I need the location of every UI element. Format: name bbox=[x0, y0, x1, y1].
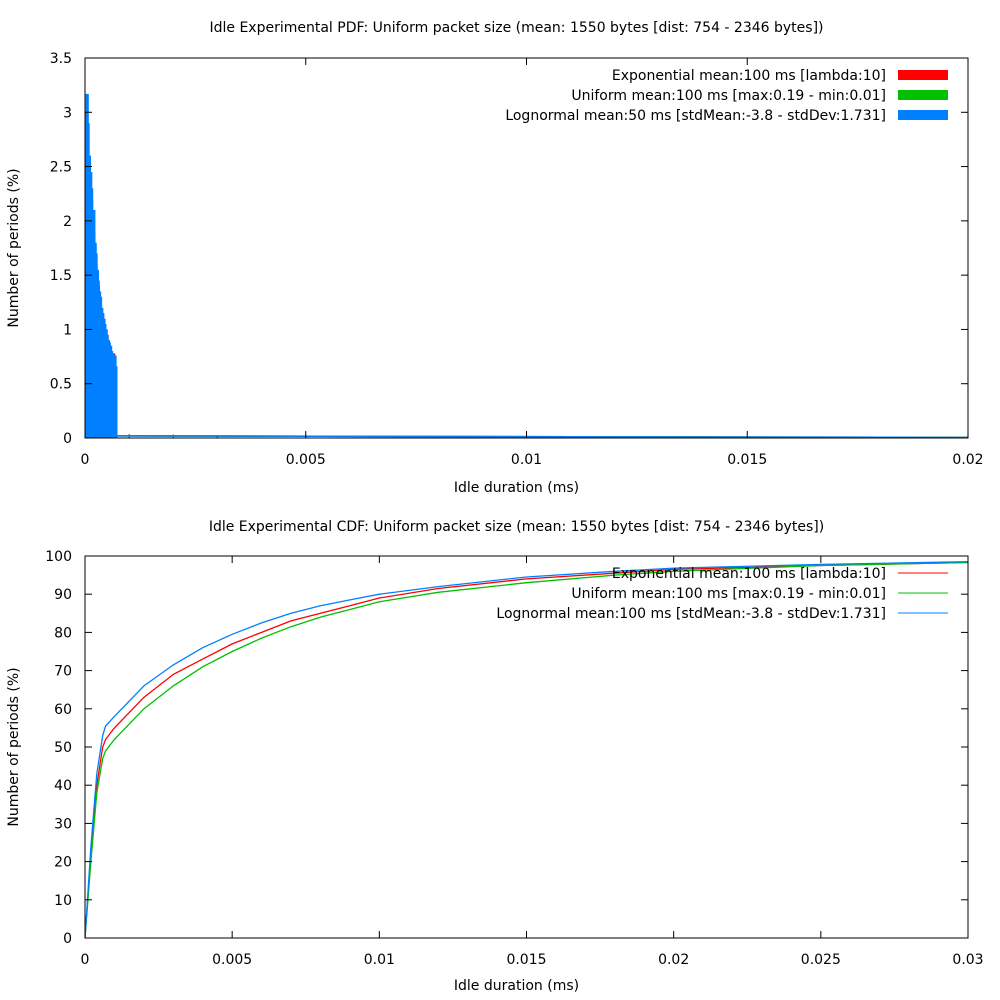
y-tick-label: 0 bbox=[63, 431, 72, 447]
pdf-tail bbox=[115, 435, 968, 438]
y-tick-label: 60 bbox=[54, 702, 72, 718]
y-tick-label: 2 bbox=[63, 214, 72, 230]
x-tick-label: 0.005 bbox=[286, 452, 326, 468]
legend-entry: Lognormal mean:100 ms [stdMean:-3.8 - st… bbox=[496, 606, 886, 622]
legend-swatch bbox=[898, 90, 948, 100]
x-tick-label: 0.03 bbox=[952, 952, 983, 968]
legend-entry: Exponential mean:100 ms [lambda:10] bbox=[612, 68, 886, 84]
y-tick-label: 30 bbox=[54, 816, 72, 832]
x-axis-label: Idle duration (ms) bbox=[454, 480, 579, 496]
x-axis-label: Idle duration (ms) bbox=[454, 978, 579, 994]
legend-entry: Lognormal mean:50 ms [stdMean:-3.8 - std… bbox=[505, 108, 886, 124]
x-tick-label: 0 bbox=[81, 952, 90, 968]
y-tick-label: 50 bbox=[54, 740, 72, 756]
chart-title: Idle Experimental PDF: Uniform packet si… bbox=[209, 20, 823, 36]
y-tick-label: 70 bbox=[54, 664, 72, 680]
x-tick-label: 0.02 bbox=[952, 452, 983, 468]
x-tick-label: 0.025 bbox=[801, 952, 841, 968]
y-tick-label: 3 bbox=[63, 105, 72, 121]
chart-1: Idle Experimental PDF: Uniform packet si… bbox=[6, 20, 984, 496]
y-tick-label: 20 bbox=[54, 855, 72, 871]
legend-entry: Exponential mean:100 ms [lambda:10] bbox=[612, 566, 886, 582]
x-tick-label: 0.01 bbox=[511, 452, 542, 468]
y-tick-label: 90 bbox=[54, 587, 72, 603]
x-tick-label: 0.015 bbox=[727, 452, 767, 468]
chart-2: Idle Experimental CDF: Uniform packet si… bbox=[6, 519, 984, 994]
y-tick-label: 0.5 bbox=[50, 377, 72, 393]
x-tick-label: 0.015 bbox=[506, 952, 546, 968]
x-tick-label: 0.005 bbox=[212, 952, 252, 968]
y-tick-label: 100 bbox=[45, 549, 72, 565]
x-tick-label: 0.01 bbox=[364, 952, 395, 968]
x-tick-label: 0 bbox=[81, 452, 90, 468]
y-tick-label: 1.5 bbox=[50, 268, 72, 284]
plot-area bbox=[85, 93, 968, 438]
y-axis-label: Number of periods (%) bbox=[6, 168, 22, 327]
legend-entry: Uniform mean:100 ms [max:0.19 - min:0.01… bbox=[571, 586, 886, 602]
y-tick-label: 3.5 bbox=[50, 51, 72, 67]
y-tick-label: 10 bbox=[54, 893, 72, 909]
y-tick-label: 40 bbox=[54, 778, 72, 794]
y-tick-label: 80 bbox=[54, 625, 72, 641]
chart-title: Idle Experimental CDF: Uniform packet si… bbox=[209, 519, 824, 535]
cdf-series-line bbox=[85, 561, 968, 938]
x-tick-label: 0.02 bbox=[658, 952, 689, 968]
legend-swatch bbox=[898, 70, 948, 80]
legend-swatch bbox=[898, 110, 948, 120]
plot-area bbox=[85, 561, 968, 938]
legend-entry: Uniform mean:100 ms [max:0.19 - min:0.01… bbox=[571, 88, 886, 104]
y-tick-label: 1 bbox=[63, 322, 72, 338]
y-axis-label: Number of periods (%) bbox=[6, 667, 22, 826]
cdf-series-line bbox=[85, 561, 968, 938]
y-tick-label: 0 bbox=[63, 931, 72, 947]
y-tick-label: 2.5 bbox=[50, 160, 72, 176]
cdf-series-line bbox=[85, 561, 968, 938]
